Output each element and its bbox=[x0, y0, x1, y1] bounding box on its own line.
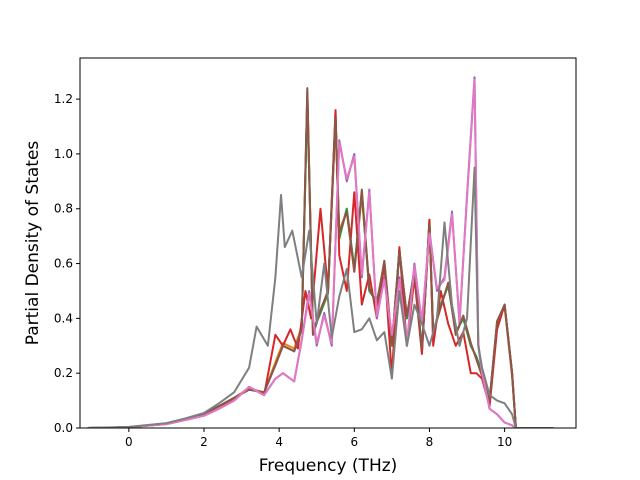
y-tick-label: 0.8 bbox=[54, 202, 73, 216]
x-tick-label: 10 bbox=[497, 435, 512, 449]
y-tick-label: 1.0 bbox=[54, 147, 73, 161]
y-tick-label: 1.2 bbox=[54, 92, 73, 106]
x-tick-label: 6 bbox=[350, 435, 358, 449]
x-tick-label: 8 bbox=[426, 435, 434, 449]
x-tick-label: 4 bbox=[275, 435, 283, 449]
y-axis: 0.0 0.2 0.4 0.6 0.8 1.0 1.2 bbox=[54, 92, 80, 435]
y-tick-label: 0.6 bbox=[54, 257, 73, 271]
x-axis: 0 2 4 6 8 10 bbox=[125, 428, 512, 449]
plot-frame bbox=[79, 57, 577, 429]
series-line-8 bbox=[87, 166, 554, 428]
x-tick-label: 2 bbox=[200, 435, 208, 449]
series-layer bbox=[87, 76, 554, 428]
x-tick-label: 0 bbox=[125, 435, 133, 449]
x-axis-label: Frequency (THz) bbox=[259, 456, 398, 476]
y-tick-label: 0.2 bbox=[54, 366, 73, 380]
y-tick-label: 0.0 bbox=[54, 421, 73, 435]
y-tick-label: 0.4 bbox=[54, 311, 73, 325]
y-axis-label: Partial Density of States bbox=[23, 141, 43, 346]
